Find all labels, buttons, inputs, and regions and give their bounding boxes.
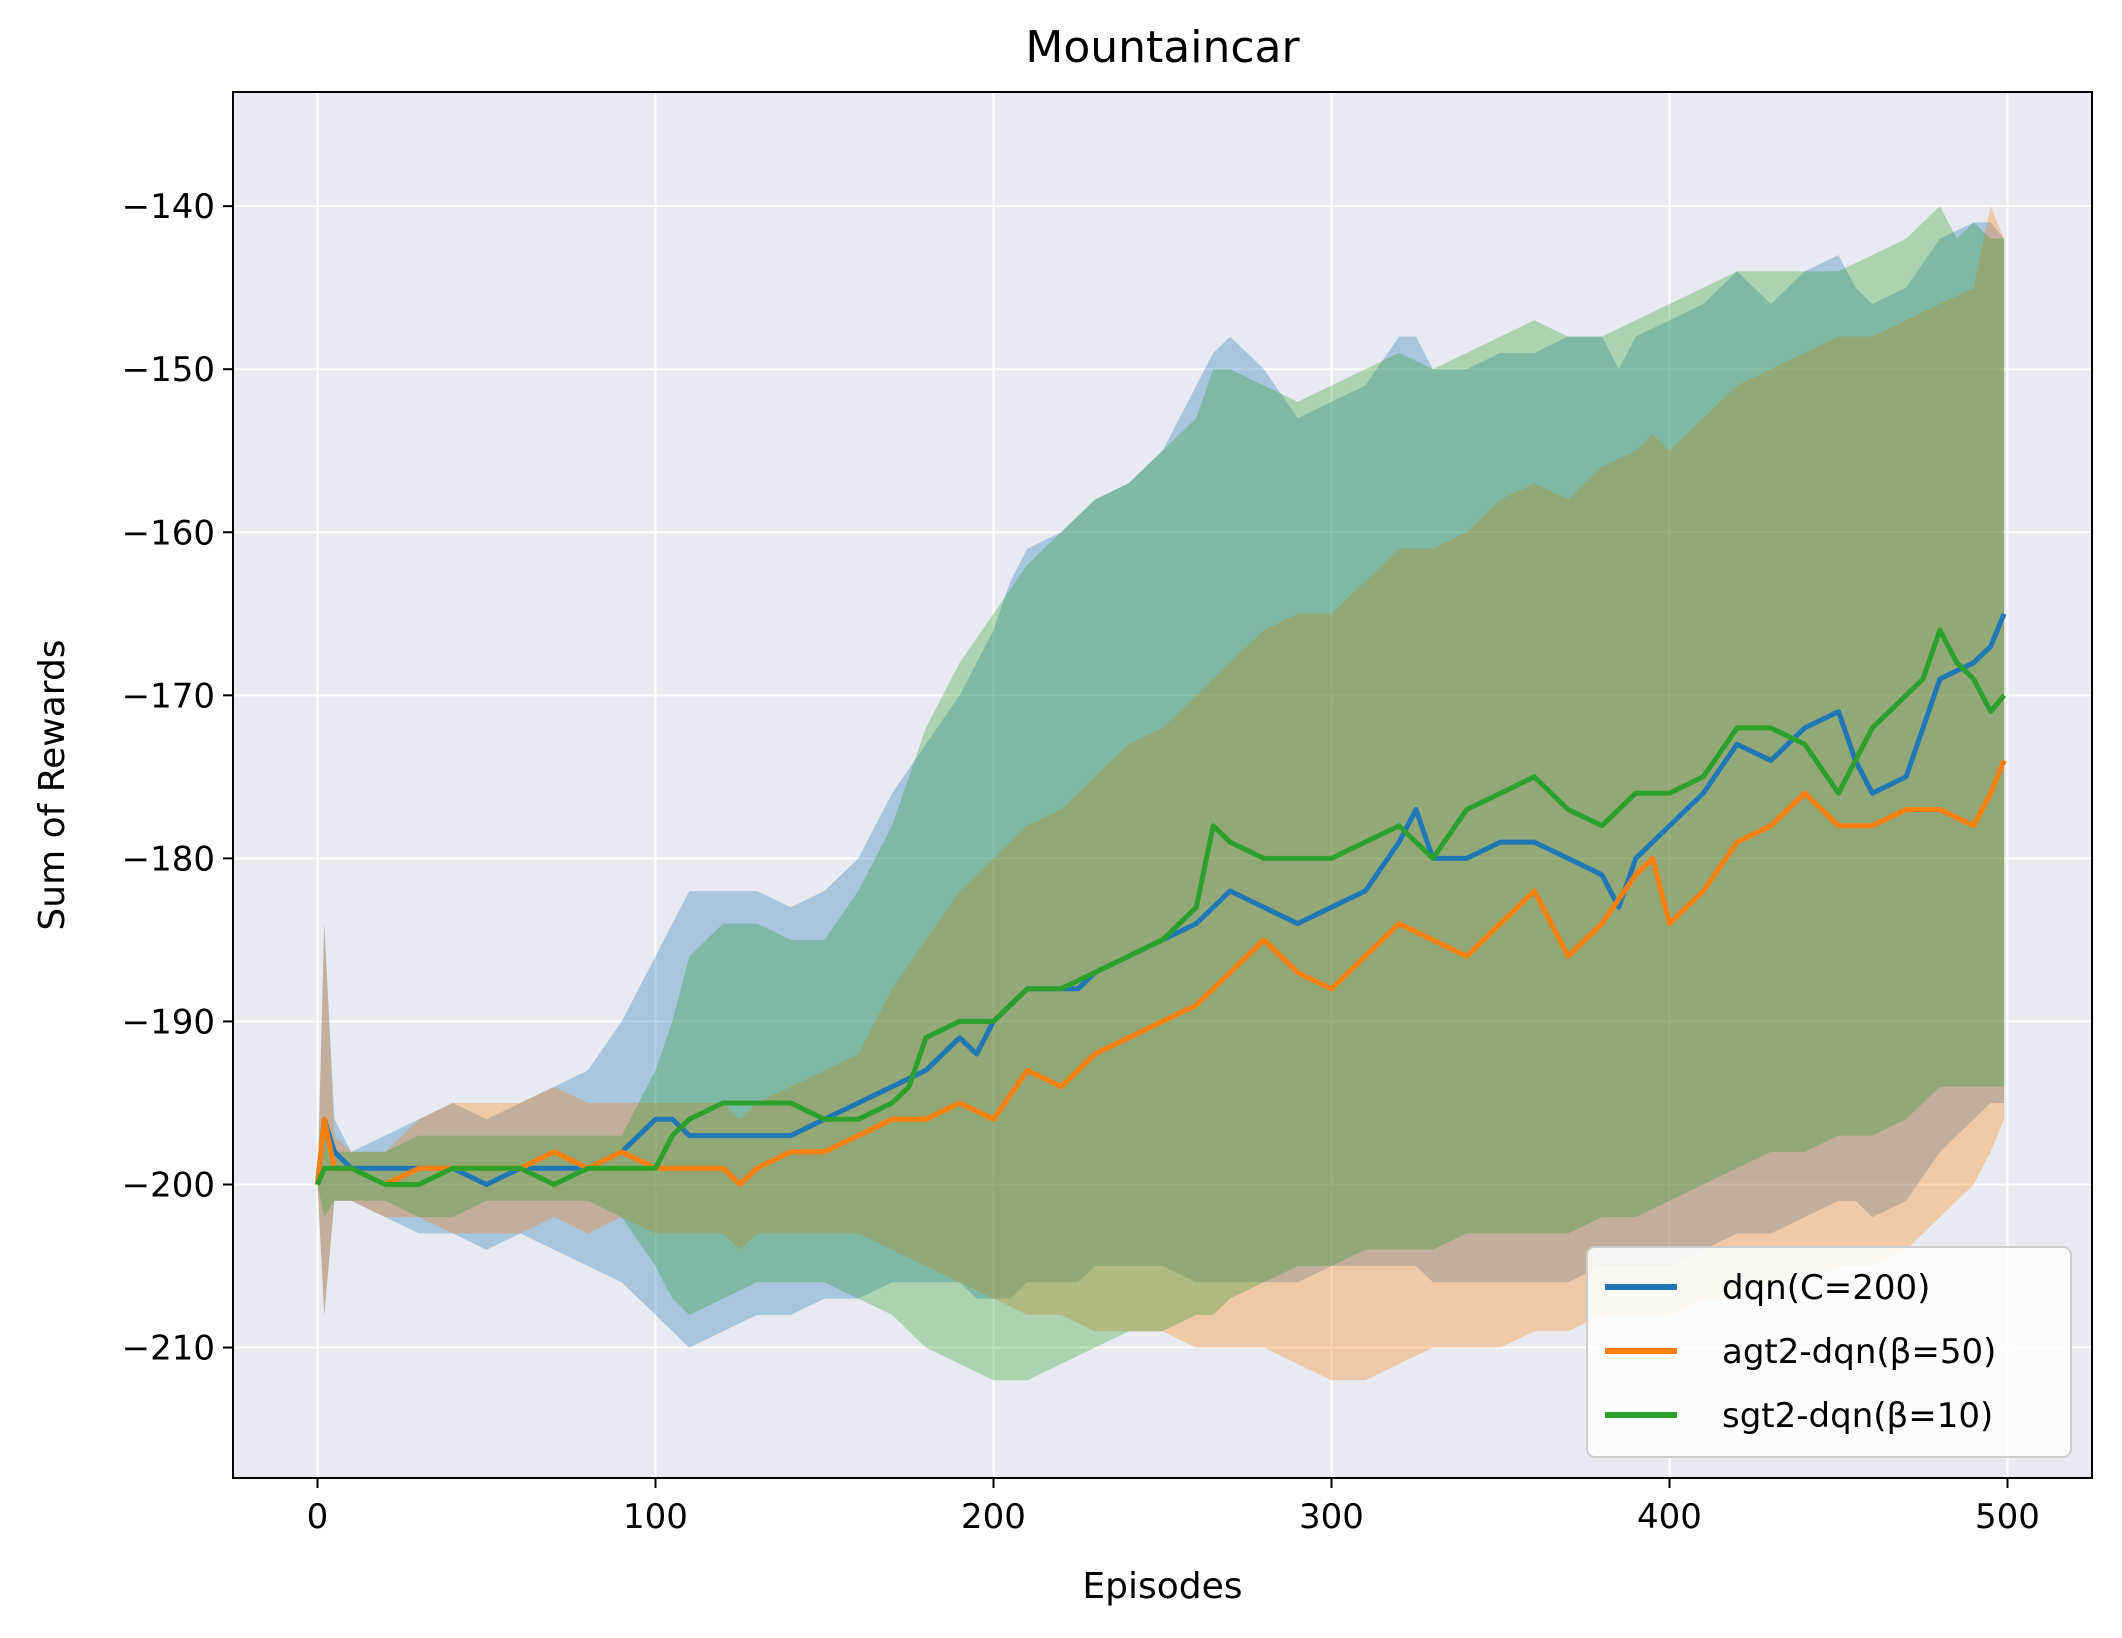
x-tick-label: 400 (1637, 1497, 1702, 1537)
y-tick-label: −190 (122, 1002, 215, 1042)
y-tick-label: −170 (122, 676, 215, 716)
legend-box (1586, 1246, 2072, 1458)
y-tick-label: −160 (122, 513, 215, 553)
series-band-1 (317, 222, 2005, 1348)
y-tick-label: −210 (122, 1329, 215, 1369)
series-band-3 (317, 206, 2005, 1381)
legend-label-1: dqn(C=200) (1722, 1268, 1930, 1308)
y-tick-label: −200 (122, 1165, 215, 1205)
confidence-bands (317, 206, 2005, 1381)
plot-frame (232, 91, 2093, 1479)
legend-label-2: agt2-dqn(β=50) (1722, 1332, 1996, 1372)
series-lines (315, 612, 2007, 1187)
series-line-2 (315, 759, 2007, 1187)
legend: dqn(C=200) agt2-dqn(β=50) sgt2-dqn(β=10) (1586, 1246, 2072, 1458)
y-tick-label: −150 (122, 350, 215, 390)
series-line-3 (315, 627, 2007, 1187)
y-tick-label: −140 (122, 187, 215, 227)
series-band-2 (317, 206, 2005, 1381)
legend-label-3: sgt2-dqn(β=10) (1722, 1396, 1993, 1436)
y-axis-label: Sum of Rewards (32, 639, 73, 930)
x-axis-label: Episodes (1082, 1566, 1242, 1607)
x-tick-label: 0 (307, 1497, 329, 1537)
y-tick-label: −180 (122, 839, 215, 879)
chart-title: Mountaincar (1025, 22, 1300, 73)
x-tick-label: 200 (961, 1497, 1026, 1537)
x-tick-label: 300 (1299, 1497, 1364, 1537)
x-tick-label: 100 (623, 1497, 688, 1537)
x-tick-label: 500 (1975, 1497, 2040, 1537)
axis-ticks: 0 100 200 300 400 500 −140 −150 −160 −170 −180 −190… (122, 187, 2040, 1537)
